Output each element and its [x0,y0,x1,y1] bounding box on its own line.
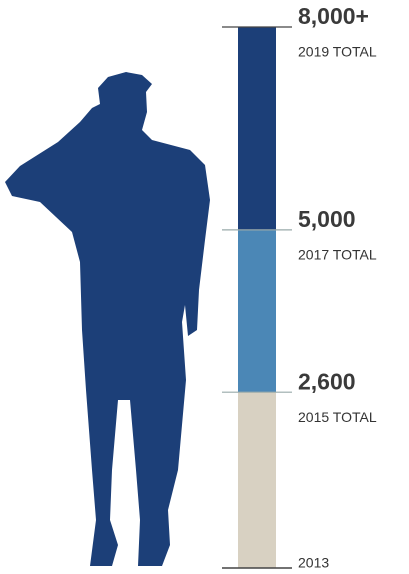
soldier-silhouette [5,72,210,566]
bar-segment [238,229,276,393]
bar-segment [238,392,276,568]
bar-segment [238,27,276,230]
milestone-value: 8,000+ [298,3,369,29]
milestone-value: 2,600 [298,368,356,394]
milestone-label: 2019 TOTAL [298,44,377,60]
milestone-label: 2017 TOTAL [298,247,377,263]
baseline-label: 2013 [298,555,329,571]
milestone-value: 5,000 [298,206,356,232]
milestone-label: 2015 TOTAL [298,409,377,425]
